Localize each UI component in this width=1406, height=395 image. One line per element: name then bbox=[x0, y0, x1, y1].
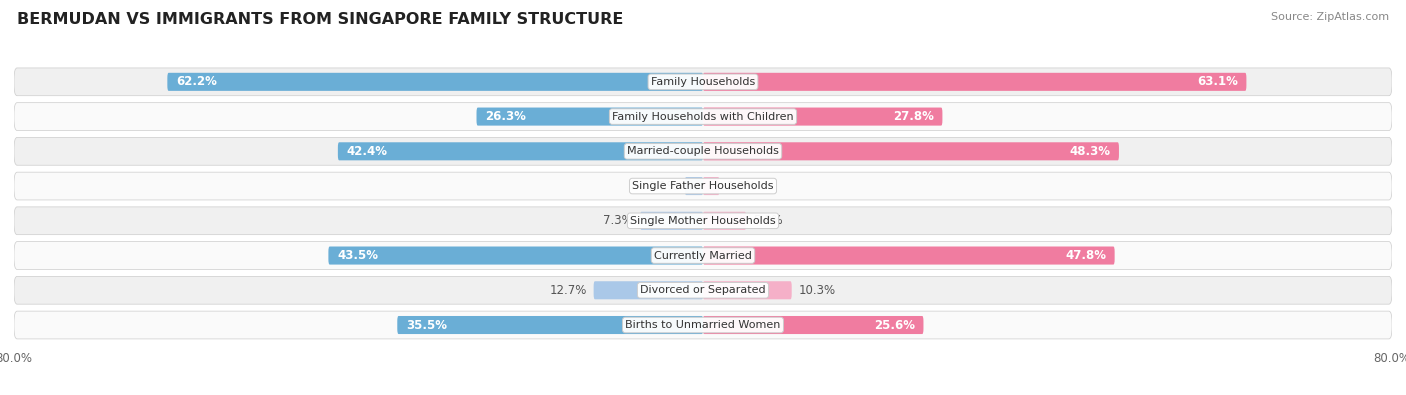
FancyBboxPatch shape bbox=[703, 107, 942, 126]
Text: Divorced or Separated: Divorced or Separated bbox=[640, 285, 766, 295]
FancyBboxPatch shape bbox=[14, 172, 1392, 200]
FancyBboxPatch shape bbox=[477, 107, 703, 126]
Text: 43.5%: 43.5% bbox=[337, 249, 378, 262]
Text: Family Households: Family Households bbox=[651, 77, 755, 87]
FancyBboxPatch shape bbox=[703, 246, 1115, 265]
FancyBboxPatch shape bbox=[14, 68, 1392, 96]
Text: 10.3%: 10.3% bbox=[799, 284, 835, 297]
Text: Single Father Households: Single Father Households bbox=[633, 181, 773, 191]
FancyBboxPatch shape bbox=[703, 73, 1246, 91]
Text: 1.9%: 1.9% bbox=[727, 180, 756, 192]
Text: Source: ZipAtlas.com: Source: ZipAtlas.com bbox=[1271, 12, 1389, 22]
FancyBboxPatch shape bbox=[14, 137, 1392, 165]
Text: 42.4%: 42.4% bbox=[346, 145, 388, 158]
Text: 35.5%: 35.5% bbox=[406, 318, 447, 331]
Text: 25.6%: 25.6% bbox=[875, 318, 915, 331]
FancyBboxPatch shape bbox=[398, 316, 703, 334]
FancyBboxPatch shape bbox=[685, 177, 703, 195]
FancyBboxPatch shape bbox=[703, 142, 1119, 160]
Text: 47.8%: 47.8% bbox=[1064, 249, 1107, 262]
Text: 27.8%: 27.8% bbox=[893, 110, 934, 123]
Text: Single Mother Households: Single Mother Households bbox=[630, 216, 776, 226]
FancyBboxPatch shape bbox=[703, 316, 924, 334]
Text: 2.1%: 2.1% bbox=[648, 180, 678, 192]
FancyBboxPatch shape bbox=[337, 142, 703, 160]
Text: 12.7%: 12.7% bbox=[550, 284, 586, 297]
FancyBboxPatch shape bbox=[329, 246, 703, 265]
Text: Family Households with Children: Family Households with Children bbox=[612, 111, 794, 122]
Text: Currently Married: Currently Married bbox=[654, 250, 752, 261]
FancyBboxPatch shape bbox=[14, 207, 1392, 235]
FancyBboxPatch shape bbox=[14, 242, 1392, 269]
FancyBboxPatch shape bbox=[14, 103, 1392, 130]
Text: 26.3%: 26.3% bbox=[485, 110, 526, 123]
Text: 48.3%: 48.3% bbox=[1070, 145, 1111, 158]
FancyBboxPatch shape bbox=[14, 311, 1392, 339]
FancyBboxPatch shape bbox=[640, 212, 703, 230]
FancyBboxPatch shape bbox=[593, 281, 703, 299]
Text: Married-couple Households: Married-couple Households bbox=[627, 146, 779, 156]
Text: 7.3%: 7.3% bbox=[603, 214, 633, 227]
Text: Births to Unmarried Women: Births to Unmarried Women bbox=[626, 320, 780, 330]
FancyBboxPatch shape bbox=[14, 276, 1392, 304]
Text: 5.0%: 5.0% bbox=[754, 214, 783, 227]
Text: BERMUDAN VS IMMIGRANTS FROM SINGAPORE FAMILY STRUCTURE: BERMUDAN VS IMMIGRANTS FROM SINGAPORE FA… bbox=[17, 12, 623, 27]
FancyBboxPatch shape bbox=[703, 281, 792, 299]
FancyBboxPatch shape bbox=[703, 177, 720, 195]
Text: 63.1%: 63.1% bbox=[1197, 75, 1237, 88]
Text: 62.2%: 62.2% bbox=[176, 75, 217, 88]
FancyBboxPatch shape bbox=[167, 73, 703, 91]
FancyBboxPatch shape bbox=[703, 212, 747, 230]
